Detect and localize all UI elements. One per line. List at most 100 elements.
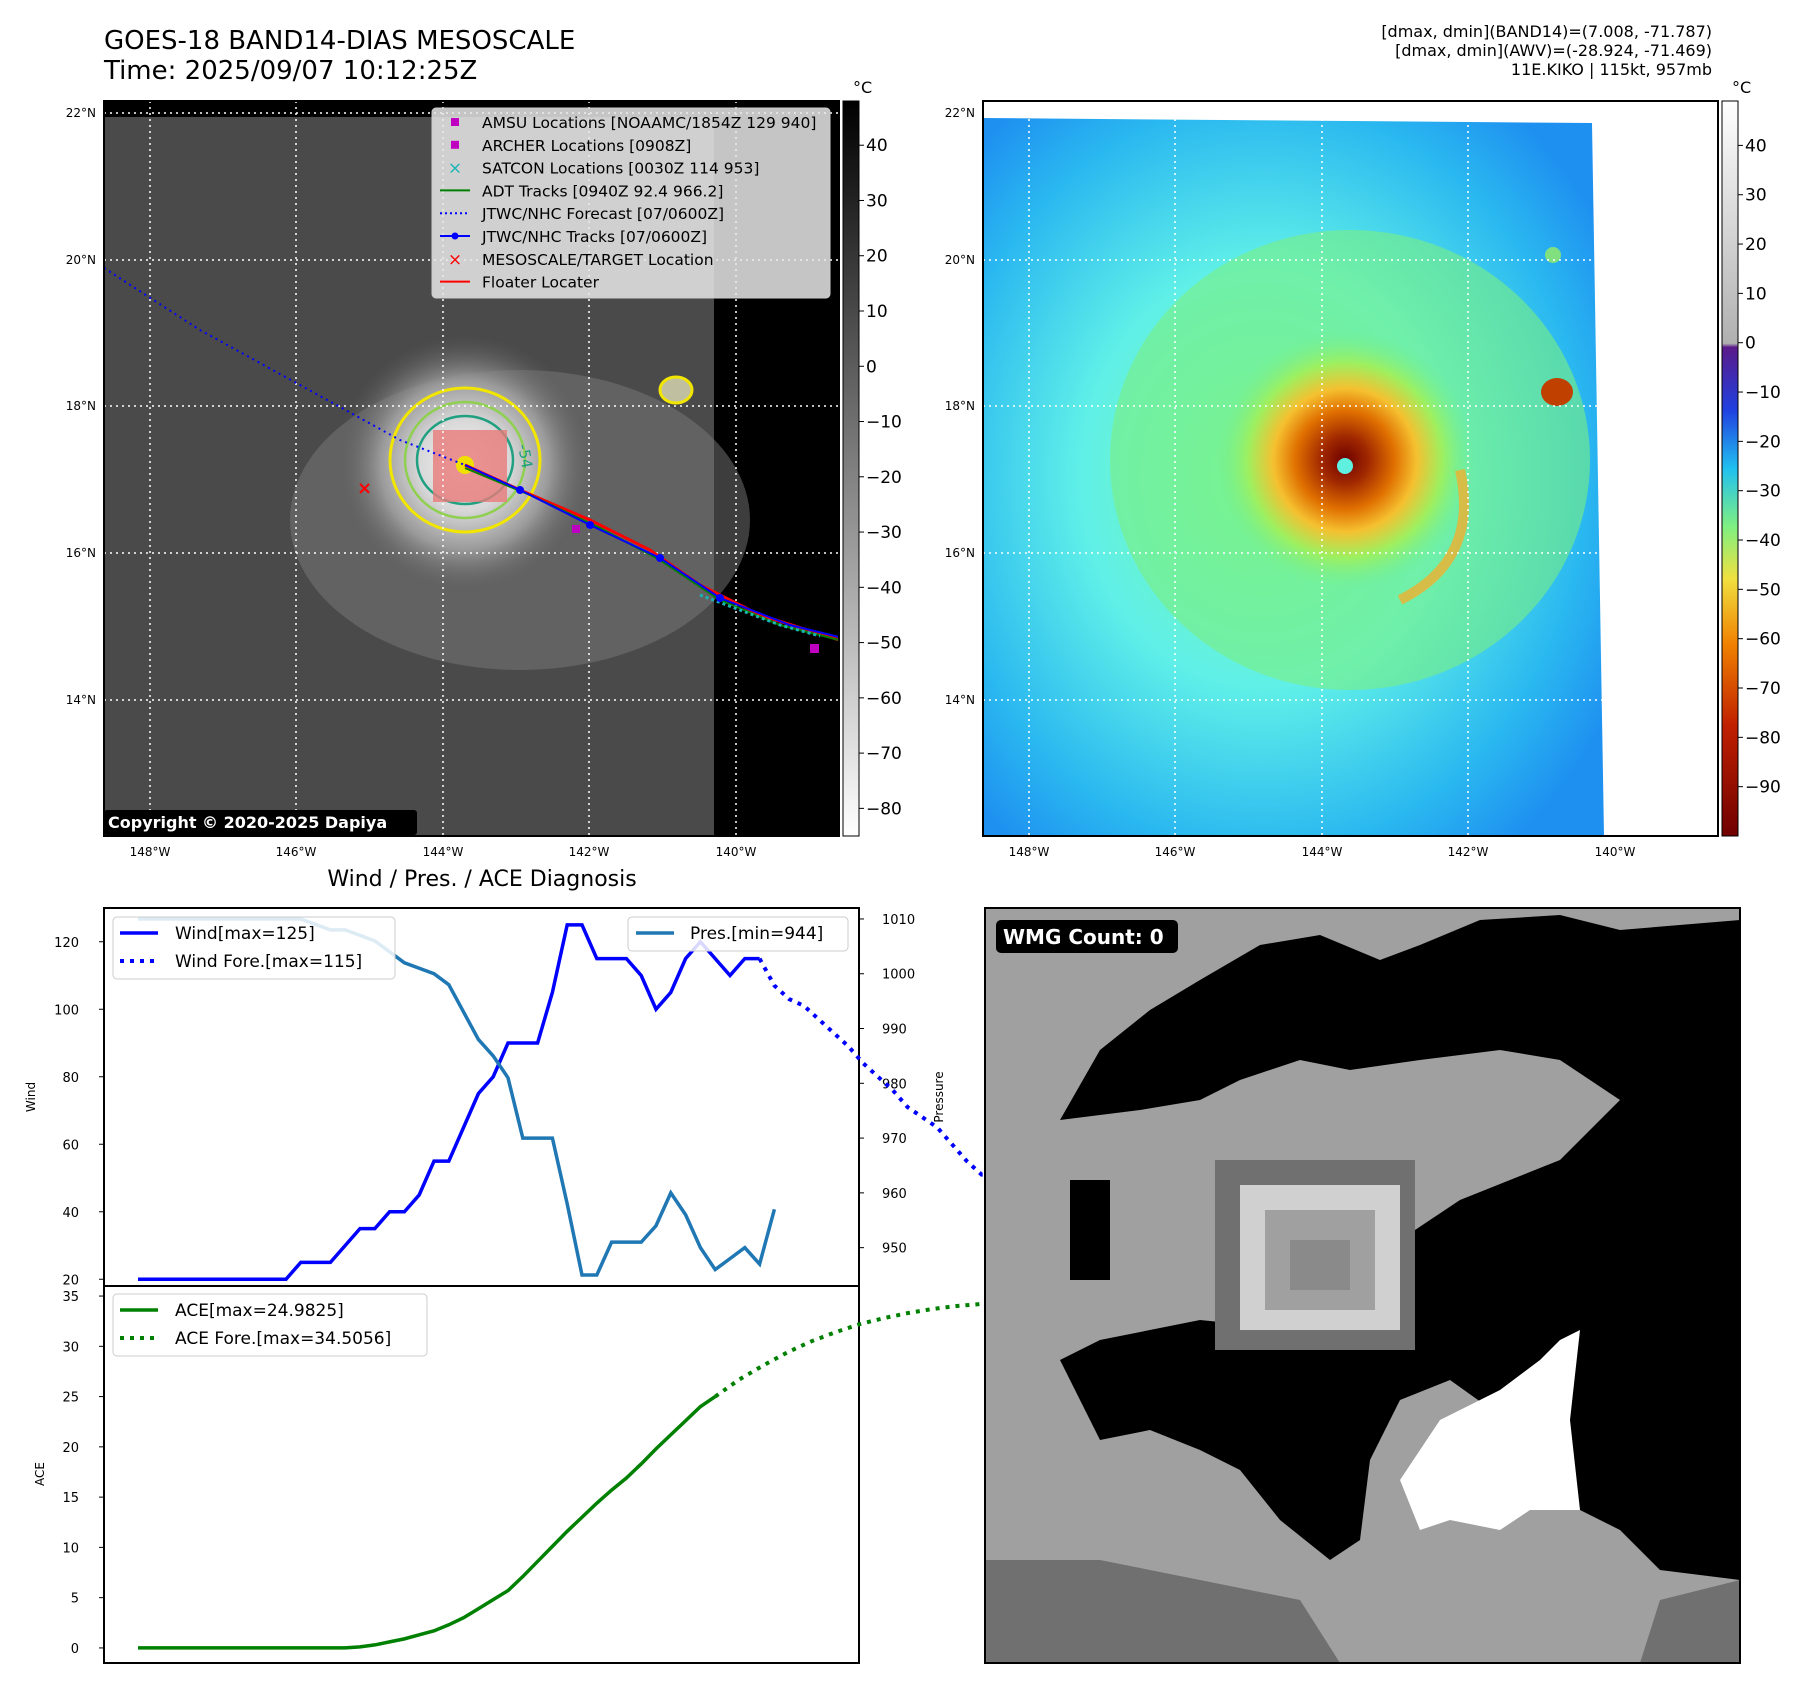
colorbar-tick-label: 10 [1745, 284, 1767, 304]
pressure-legend-box [627, 916, 849, 952]
ir-lon-labels: 148°W 146°W 144°W 142°W 140°W [130, 845, 757, 859]
lat-tick-label: 20°N [945, 253, 975, 267]
ir-jtwc-track-point [716, 594, 724, 602]
wmg-gray-band-right [1640, 1580, 1740, 1663]
ace-axis-label: ACE [33, 1462, 47, 1486]
awv-colorbar-ticks: 40 30 20 10 0 −10 −20 −30 −40 −50 −60 −70 −80 −90 [1738, 136, 1781, 798]
colorbar-tick-label: −20 [1745, 432, 1781, 452]
wind-tick-label: 100 [54, 1003, 79, 1018]
wind-forecast-series-line [757, 957, 1072, 1220]
legend-marker-dot [451, 232, 459, 240]
wind-tick-label: 80 [62, 1071, 79, 1086]
legend-label: MESOSCALE/TARGET Location [482, 251, 714, 269]
ir-contour-green [403, 400, 527, 520]
wind-tick-label: 20 [62, 1273, 79, 1288]
ir-lat-labels: 22°N 20°N 18°N 16°N 14°N [66, 106, 96, 707]
awv-map-frame [982, 100, 1719, 837]
ir-archer-location [810, 644, 819, 653]
diagnosis-title: Wind / Pres. / ACE Diagnosis [327, 867, 636, 892]
copyright-text: Copyright © 2020-2025 Dapiya [108, 813, 387, 832]
ace-panel: 35 30 25 20 15 10 5 0 ACE[max=24.9825] ACE Fore.[… [62, 1290, 1028, 1657]
legend-label: AMSU Locations [NOAAMC/1854Z 129 940] [482, 114, 816, 132]
info-band14: [dmax, dmin](BAND14)=(7.008, -71.787) [1381, 22, 1712, 41]
wmg-frame [984, 907, 1741, 1664]
legend-label: JTWC/NHC Forecast [07/0600Z] [481, 205, 724, 223]
colorbar-tick-label: −40 [866, 578, 902, 598]
wind-tick-label: 60 [62, 1138, 79, 1153]
legend-label: Floater Locater [482, 274, 600, 292]
ir-colorbar-ticks: 40 30 20 10 0 −10 −20 −30 −40 −50 −60 −70 −80 [859, 136, 902, 819]
wmg-badge-text: WMG Count: 0 [1003, 925, 1164, 949]
colorbar-tick-label: −30 [866, 523, 902, 543]
colorbar-tick-label: −80 [866, 799, 902, 819]
colorbar-tick-label: 30 [866, 191, 888, 211]
ace-tick-label: 0 [71, 1642, 79, 1657]
legend-marker [451, 118, 459, 126]
info-awv: [dmax, dmin](AWV)=(-28.924, -71.469) [1395, 41, 1712, 60]
lat-tick-label: 18°N [945, 399, 975, 413]
lat-tick-label: 22°N [945, 106, 975, 120]
wind-series-line [138, 923, 760, 1281]
ace-tick-label: 30 [62, 1340, 79, 1355]
lon-tick-label: 144°W [1302, 845, 1343, 859]
legend-label-ace-forecast: ACE Fore.[max=34.5056] [175, 1329, 391, 1349]
ir-jtwc-track-point [516, 486, 524, 494]
ir-jtwc-track-point [586, 521, 594, 529]
colorbar-tick-label: −60 [866, 689, 902, 709]
pressure-tick-label: 1010 [882, 913, 915, 928]
awv-island [1541, 378, 1573, 406]
ace-tick-label: 35 [62, 1290, 79, 1305]
colorbar-tick-label: −10 [866, 413, 902, 433]
ace-tick-label: 15 [62, 1491, 79, 1506]
colorbar-tick-label: 20 [866, 247, 888, 267]
lon-tick-label: 142°W [569, 845, 610, 859]
lon-tick-label: 148°W [1009, 845, 1050, 859]
awv-colorbar-unit: °C [1732, 78, 1751, 97]
wmg-gray-band-bottom [985, 1560, 1340, 1663]
colorbar-tick-label: 0 [1745, 334, 1756, 354]
legend-label-ace: ACE[max=24.9825] [175, 1301, 344, 1321]
ir-jtwc-track-point [656, 554, 664, 562]
lat-tick-label: 16°N [945, 546, 975, 560]
colorbar-tick-label: −70 [866, 744, 902, 764]
lon-tick-label: 144°W [423, 845, 464, 859]
awv-lat-labels: 22°N 20°N 18°N 16°N 14°N [945, 106, 975, 707]
legend-marker: × [448, 159, 462, 179]
colorbar-tick-label: 0 [866, 357, 877, 377]
figure-title: GOES-18 BAND14-DIAS MESOSCALE Time: 2025… [104, 26, 575, 86]
pressure-axis-label: Pressure [932, 1071, 946, 1122]
wmg-cold-block [1070, 1180, 1110, 1280]
ace-tick-label: 5 [71, 1592, 79, 1607]
awv-spiral-band [1397, 468, 1469, 605]
ir-amsu-location [572, 525, 580, 533]
title-line-2: Time: 2025/09/07 10:12:25Z [104, 56, 478, 86]
ace-tick-label: 20 [62, 1441, 79, 1456]
lat-tick-label: 18°N [66, 399, 96, 413]
lon-tick-label: 140°W [716, 845, 757, 859]
wmg-cold-block [1100, 1340, 1135, 1385]
colorbar-tick-label: −50 [866, 634, 902, 654]
legend-label: SATCON Locations [0030Z 114 953] [482, 160, 759, 178]
wmg-warm-region [1400, 1330, 1580, 1530]
info-storm: 11E.KIKO | 115kt, 957mb [1510, 60, 1712, 79]
wmg-panel: WMG Count: 0 [984, 907, 1741, 1664]
pressure-tick-label: 1000 [882, 968, 915, 983]
legend-label: ADT Tracks [0940Z 92.4 966.2] [482, 182, 723, 200]
diagnosis-chart: Wind / Pres. / ACE Diagnosis 12010080604… [24, 867, 1072, 1664]
colorbar-tick-label: −20 [866, 468, 902, 488]
pressure-tick-label: 980 [882, 1077, 907, 1092]
legend-label: ARCHER Locations [0908Z] [482, 137, 691, 155]
copyright-box [104, 810, 417, 835]
awv-lon-labels: 148°W 146°W 144°W 142°W 140°W [1009, 845, 1636, 859]
ir-colorbar-unit: °C [853, 78, 872, 97]
legend-label-wind-forecast: Wind Fore.[max=115] [175, 952, 362, 972]
awv-eye [1337, 458, 1353, 474]
wmg-core-center [1290, 1240, 1350, 1290]
wind-tick-label: 40 [62, 1206, 79, 1221]
colorbar-tick-label: −80 [1745, 728, 1781, 748]
wind-legend-box [112, 916, 396, 980]
ir-target-location-marker: × [357, 478, 372, 499]
colorbar-tick-label: 10 [866, 302, 888, 322]
legend-label-wind: Wind[max=125] [175, 924, 315, 944]
